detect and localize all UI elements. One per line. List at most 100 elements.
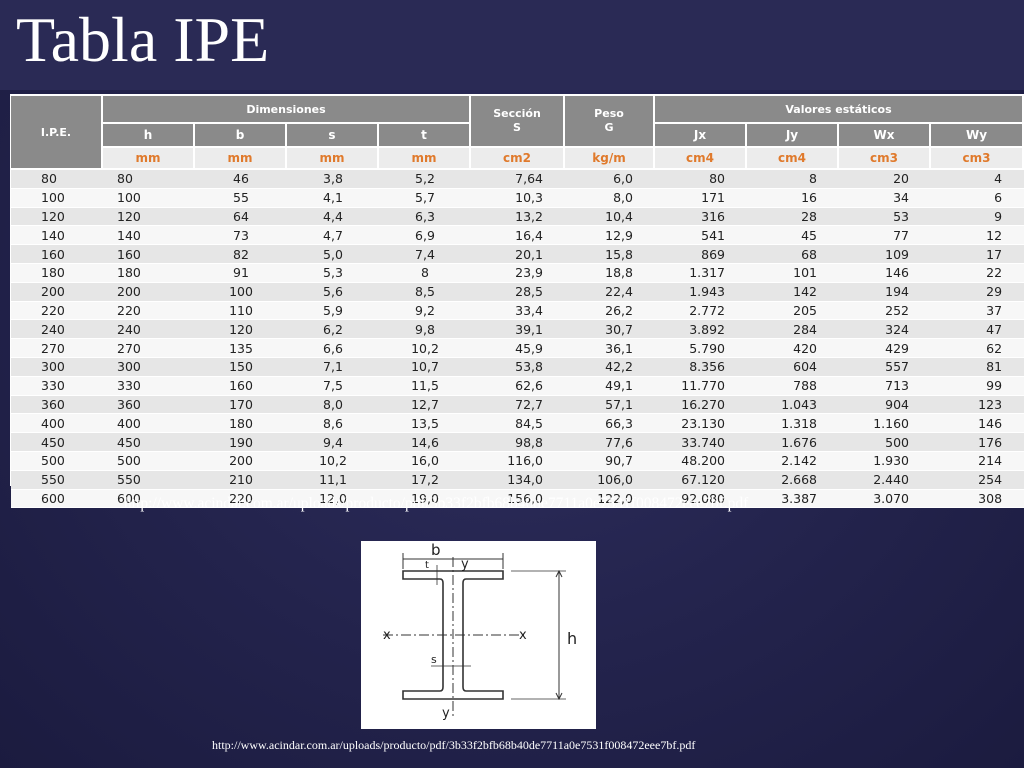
table-cell: 1.318 [747, 414, 839, 434]
col-header-jy: Jy [747, 124, 839, 148]
table-cell: 160 [195, 376, 287, 396]
col-header-jx: Jx [655, 124, 747, 148]
table-cell: 210 [195, 470, 287, 490]
table-cell: 20,1 [471, 245, 565, 264]
table-cell: 64 [195, 207, 287, 227]
header-seccion-label: Sección [493, 106, 541, 120]
table-cell: 99 [931, 376, 1024, 396]
table-cell: 106,0 [565, 470, 655, 490]
table-cell: 254 [931, 470, 1024, 490]
table-cell: 400 [103, 414, 195, 434]
table-cell: 5,2 [379, 170, 471, 189]
table-cell: 156,0 [471, 489, 565, 509]
table-row: 80 80 46 3,8 5,2 7,64 6,0 80 8 20 4 [11, 170, 1024, 189]
table-cell: 23,9 [471, 263, 565, 283]
table-cell: 9 [931, 207, 1024, 227]
table-cell: 82 [195, 245, 287, 264]
title-bar: Tabla IPE [0, 0, 1024, 90]
ipe-size-cell: 80 [11, 170, 103, 189]
table-cell: 180 [103, 263, 195, 283]
table-cell: 3,8 [287, 170, 379, 189]
table-cell: 135 [195, 339, 287, 358]
ipe-size-cell: 180 [11, 263, 103, 283]
table-cell: 5,9 [287, 301, 379, 321]
header-seccion-symbol: S [513, 121, 521, 134]
table-cell: 12,7 [379, 395, 471, 415]
table-cell: 39,1 [471, 320, 565, 340]
table-cell: 26,2 [565, 301, 655, 321]
table-cell: 500 [103, 451, 195, 471]
table-cell: 9,8 [379, 320, 471, 340]
table-cell: 6,9 [379, 226, 471, 246]
unit-cell: kg/m [565, 148, 655, 170]
table-cell: 146 [931, 414, 1024, 434]
table-cell: 120 [195, 320, 287, 340]
table-cell: 252 [839, 301, 931, 321]
table-cell: 16,0 [379, 451, 471, 471]
source-link[interactable]: http://www.acindar.com.ar/uploads/produc… [124, 495, 749, 512]
table-cell: 72,7 [471, 395, 565, 415]
table-cell: 68 [747, 245, 839, 264]
table-cell: 16,4 [471, 226, 565, 246]
table-cell: 10,2 [287, 451, 379, 471]
table-cell: 7,5 [287, 376, 379, 396]
table-cell: 22,4 [565, 282, 655, 302]
table-cell: 62 [931, 339, 1024, 358]
label-b: b [431, 541, 441, 559]
ipe-size-cell: 400 [11, 414, 103, 434]
table-cell: 8,5 [379, 282, 471, 302]
header-seccion: Sección S [471, 96, 565, 148]
table-cell: 100 [103, 188, 195, 208]
table-cell: 200 [103, 282, 195, 302]
table-cell: 91 [195, 263, 287, 283]
table-cell: 600 [103, 489, 195, 509]
table-cell: 176 [931, 433, 1024, 452]
table-cell: 10,3 [471, 188, 565, 208]
table-cell: 12,9 [565, 226, 655, 246]
table-cell: 57,1 [565, 395, 655, 415]
table-cell: 170 [195, 395, 287, 415]
table-cell: 13,5 [379, 414, 471, 434]
table-row: 220 220 110 5,9 9,2 33,4 26,2 2.772 205 252 37 [11, 301, 1024, 321]
table-row: 500 500 200 10,2 16,0 116,0 90,7 48.200 2.142 1.9… [11, 451, 1024, 471]
table-cell: 23.130 [655, 414, 747, 434]
table-cell: 8,6 [287, 414, 379, 434]
table-cell: 360 [103, 395, 195, 415]
table-row: 140 140 73 4,7 6,9 16,4 12,9 541 45 77 12 [11, 226, 1024, 246]
ipe-size-cell: 160 [11, 245, 103, 264]
table-cell: 81 [931, 357, 1024, 377]
table-cell: 1.676 [747, 433, 839, 452]
col-header-t: t [379, 124, 471, 148]
source-link-small[interactable]: http://www.acindar.com.ar/uploads/produc… [212, 738, 696, 752]
table-cell: 1.160 [839, 414, 931, 434]
table-cell: 2.440 [839, 470, 931, 490]
table-cell: 420 [747, 339, 839, 358]
table-cell: 45 [747, 226, 839, 246]
table-cell: 6,3 [379, 207, 471, 227]
unit-cell: mm [103, 148, 195, 170]
label-t: t [425, 560, 429, 571]
table-row: 300 300 150 7,1 10,7 53,8 42,2 8.356 604 557 81 [11, 357, 1024, 377]
table-cell: 450 [103, 433, 195, 452]
ipe-table-panel: I.P.E. Dimensiones Sección S Peso G Valo… [10, 94, 1024, 509]
table-row: 330 330 160 7,5 11,5 62,6 49,1 11.770 788 713 99 [11, 376, 1024, 396]
table-cell: 34 [839, 188, 931, 208]
ipe-size-cell: 140 [11, 226, 103, 246]
table-cell: 14,6 [379, 433, 471, 452]
table-cell: 12 [931, 226, 1024, 246]
table-cell: 7,1 [287, 357, 379, 377]
ipe-profile-svg: b t y x x s h y [383, 541, 577, 721]
ipe-table: I.P.E. Dimensiones Sección S Peso G Valo… [11, 96, 1024, 509]
table-cell: 122,0 [565, 489, 655, 509]
table-cell: 214 [931, 451, 1024, 471]
table-cell: 11,1 [287, 470, 379, 490]
table-cell: 28 [747, 207, 839, 227]
table-cell: 284 [747, 320, 839, 340]
ipe-size-cell: 100 [11, 188, 103, 208]
table-cell: 4 [931, 170, 1024, 189]
table-cell: 13,2 [471, 207, 565, 227]
table-cell: 160 [103, 245, 195, 264]
header-dimensiones: Dimensiones [103, 96, 471, 124]
table-cell: 120 [103, 207, 195, 227]
table-cell: 116,0 [471, 451, 565, 471]
